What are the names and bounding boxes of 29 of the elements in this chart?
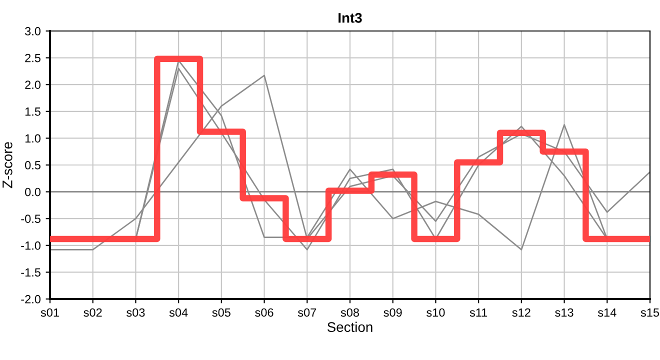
- x-tick-label: s13: [555, 308, 574, 317]
- y-tick-label: -1.5: [21, 268, 40, 277]
- y-tick-label: 2.0: [25, 80, 41, 89]
- chart-title: Int3: [338, 12, 362, 23]
- x-tick-label: s02: [84, 308, 102, 317]
- y-tick-label: 1.0: [25, 134, 41, 143]
- x-tick-label: s09: [384, 308, 402, 317]
- y-tick-label: 1.5: [25, 108, 40, 116]
- x-tick-label: s10: [426, 308, 445, 317]
- x-tick-label: s04: [169, 308, 188, 317]
- x-tick-label: s07: [298, 308, 316, 317]
- x-tick-label: s01: [40, 308, 59, 317]
- x-tick-label: s15: [640, 308, 660, 317]
- y-tick-label: 2.5: [25, 54, 40, 62]
- x-tick-label: s03: [126, 308, 145, 317]
- y-tick-label: -1.0: [21, 241, 41, 250]
- x-tick-label: s05: [212, 308, 230, 317]
- x-tick-label: s06: [255, 308, 274, 317]
- x-tick-label: s12: [512, 308, 530, 317]
- x-tick-label: s08: [340, 308, 360, 317]
- x-tick-label: s11: [470, 308, 488, 317]
- x-axis-title: Section: [327, 322, 372, 332]
- x-tick-label: s14: [598, 308, 616, 317]
- y-tick-label: 0.5: [25, 161, 40, 170]
- y-tick-label: 3.0: [25, 27, 41, 36]
- y-tick-label: 0.0: [25, 188, 41, 196]
- y-tick-label: -2.0: [21, 295, 41, 304]
- y-tick-label: -0.5: [21, 214, 40, 223]
- y-axis-title: Z-score: [2, 142, 12, 188]
